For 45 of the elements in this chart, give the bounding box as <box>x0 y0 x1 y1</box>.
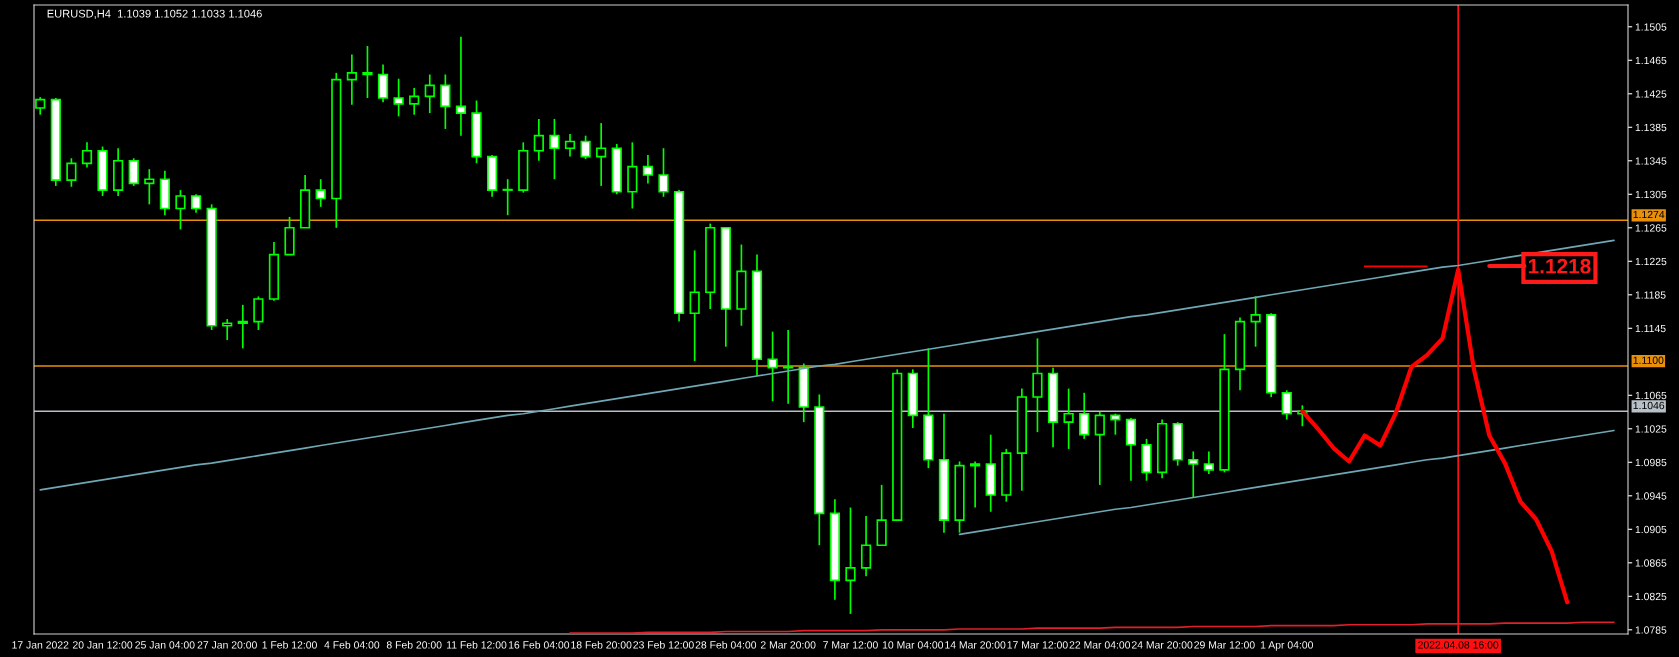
x-tick-label: 8 Feb 20:00 <box>386 640 442 649</box>
y-tick-label: 1.1385 <box>1635 123 1667 132</box>
ref-line-label: 1.1100 <box>1633 356 1664 364</box>
y-tick-label: 1.0905 <box>1635 525 1667 534</box>
y-tick-label: 1.1025 <box>1635 425 1667 433</box>
x-tick-label: 17 Jan 2022 <box>12 641 69 649</box>
x-tick-label: 20 Jan 12:00 <box>72 641 133 649</box>
y-tick-label: 1.1505 <box>1635 23 1667 31</box>
annotation: 1.1218 <box>1528 258 1591 274</box>
x-tick-label: 11 Feb 12:00 <box>447 640 507 649</box>
x-tick-label: 17 Mar 12:00 <box>1007 641 1068 649</box>
x-tick-label: 4 Feb 04:00 <box>324 640 380 649</box>
x-tick-label: 22 Mar 04:00 <box>1069 641 1131 649</box>
x-tick-label: 25 Jan 04:00 <box>135 641 195 649</box>
ref-line-label: 1.1046 <box>1633 401 1665 410</box>
x-tick-label: 1 Apr 04:00 <box>1260 641 1313 651</box>
y-tick-label: 1.1185 <box>1635 291 1666 299</box>
y-tick-label: 1.1345 <box>1635 157 1667 165</box>
x-tick-label: 2022.04.08 16:00 <box>1418 641 1499 649</box>
x-tick-label: 27 Jan 20:00 <box>197 641 257 649</box>
x-tick-label: 14 Mar 20:00 <box>945 641 1006 649</box>
chart-title: EURUSD,H4 1.1039 1.1052 1.1033 1.1046 <box>47 9 262 19</box>
x-tick-label: 28 Feb 04:00 <box>695 640 757 649</box>
y-tick-label: 1.0785 <box>1635 626 1667 634</box>
x-tick-label: 18 Feb 20:00 <box>571 640 632 649</box>
y-tick-label: 1.1225 <box>1635 257 1667 266</box>
y-tick-label: 1.0945 <box>1635 492 1667 500</box>
x-tick-label: 24 Mar 20:00 <box>1131 641 1193 649</box>
y-tick-label: 1.1065 <box>1635 391 1667 400</box>
y-tick-label: 1.1465 <box>1635 56 1667 65</box>
x-tick-label: 23 Feb 12:00 <box>633 640 694 649</box>
x-tick-label: 7 Mar 12:00 <box>823 641 878 649</box>
y-tick-label: 1.1265 <box>1635 224 1667 232</box>
y-tick-label: 1.0865 <box>1635 559 1667 567</box>
y-tick-label: 1.1145 <box>1635 324 1666 333</box>
x-tick-label: 1 Feb 12:00 <box>262 640 317 649</box>
y-tick-label: 1.1425 <box>1635 90 1667 98</box>
y-tick-label: 1.0825 <box>1635 592 1667 601</box>
x-tick-label: 16 Feb 04:00 <box>508 640 570 649</box>
x-tick-label: 2 Mar 20:00 <box>760 641 816 649</box>
x-tick-label: 10 Mar 04:00 <box>882 641 944 649</box>
y-tick-label: 1.1305 <box>1635 190 1667 199</box>
y-tick-label: 1.0985 <box>1635 458 1667 467</box>
ref-line-label: 1.1274 <box>1633 210 1665 219</box>
x-tick-label: 29 Mar 12:00 <box>1194 641 1255 649</box>
